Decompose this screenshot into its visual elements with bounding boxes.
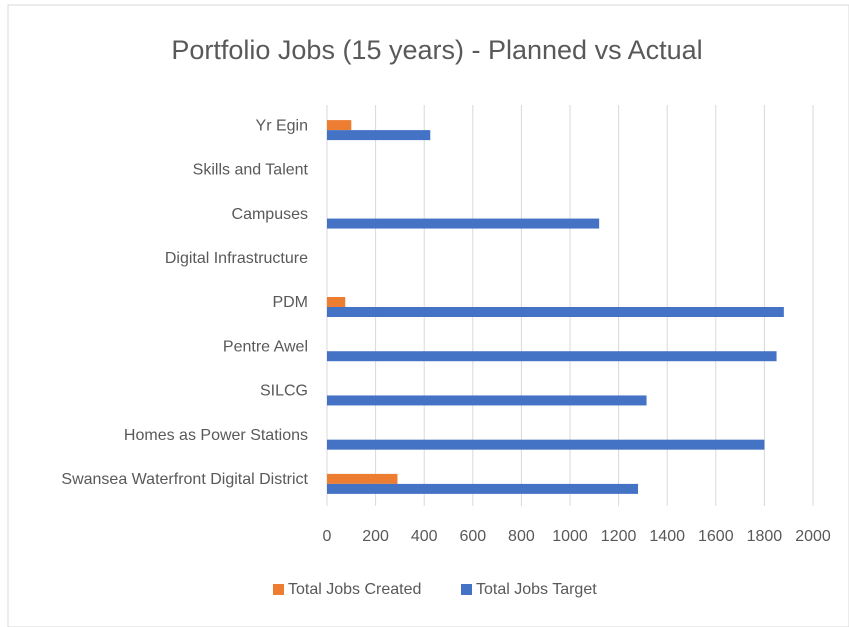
bar — [327, 483, 639, 494]
bar — [327, 395, 647, 406]
x-tick-label: 1800 — [747, 528, 783, 545]
bar — [327, 307, 784, 317]
y-tick-label: Pentre Awel — [223, 338, 308, 355]
chart-title: Portfolio Jobs (15 years) - Planned vs A… — [171, 35, 702, 65]
y-tick-label: Digital Infrastructure — [165, 250, 308, 267]
x-tick-label: 1200 — [601, 528, 637, 545]
bar — [327, 351, 777, 362]
legend-label: Total Jobs Target — [476, 581, 597, 598]
x-tick-label: 1600 — [698, 528, 734, 545]
bar — [327, 473, 398, 484]
bar — [327, 439, 765, 450]
legend-swatch — [461, 584, 472, 595]
y-tick-label: Homes as Power Stations — [124, 427, 308, 444]
x-tick-label: 200 — [362, 528, 389, 545]
bar — [327, 297, 346, 307]
bar — [327, 130, 431, 141]
y-tick-label: Skills and Talent — [193, 162, 309, 179]
x-tick-label: 400 — [411, 528, 438, 545]
x-tick-label: 600 — [459, 528, 486, 545]
x-tick-label: 1000 — [552, 528, 588, 545]
bar — [327, 120, 352, 131]
x-tick-label: 800 — [508, 528, 535, 545]
legend-swatch — [273, 584, 284, 595]
y-tick-label: Yr Egin — [256, 117, 308, 134]
x-tick-label: 0 — [323, 528, 332, 545]
bar — [327, 218, 600, 229]
x-tick-label: 1400 — [649, 528, 685, 545]
legend-label: Total Jobs Created — [288, 581, 421, 598]
y-tick-label: PDM — [272, 294, 308, 311]
y-tick-label: Campuses — [232, 206, 308, 223]
y-tick-label: Swansea Waterfront Digital District — [61, 471, 308, 488]
y-tick-label: SILCG — [260, 383, 308, 400]
x-tick-label: 2000 — [795, 528, 831, 545]
